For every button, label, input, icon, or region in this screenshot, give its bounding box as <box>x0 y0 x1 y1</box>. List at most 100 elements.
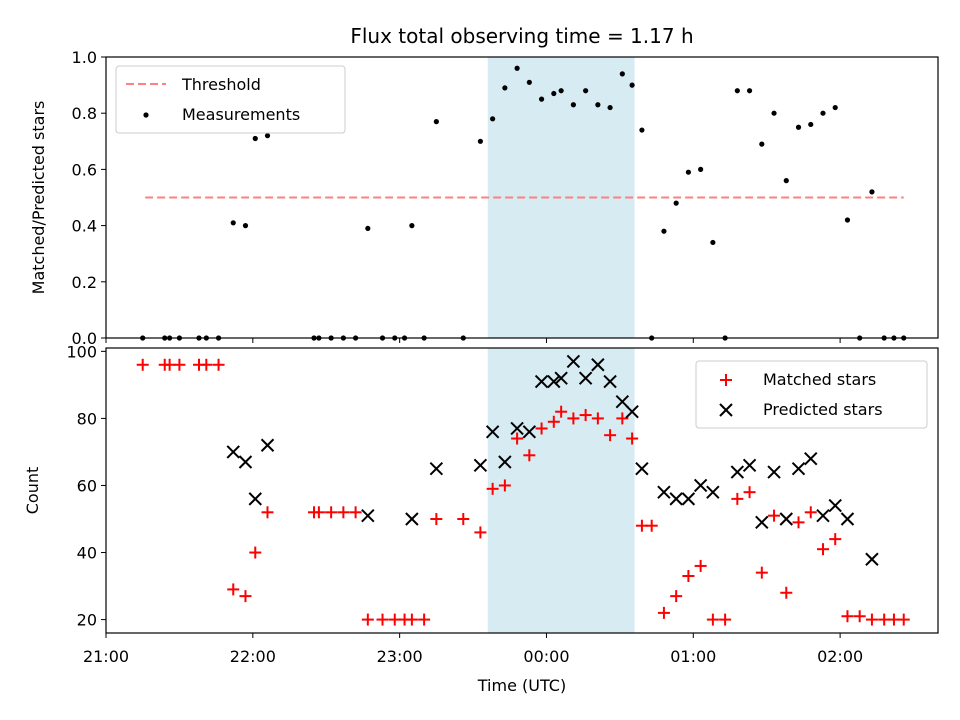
predicted-marker-b <box>498 455 512 469</box>
predicted-star-point <box>566 354 581 369</box>
matched-star-point <box>430 513 443 525</box>
top-legend-box <box>115 65 346 134</box>
bottom-y-tick-label: 60 <box>77 476 97 495</box>
legend-predicted-swatch <box>719 403 733 417</box>
predicted-star-point <box>625 404 639 419</box>
predicted-star-point <box>260 438 275 452</box>
predicted-star-point <box>429 461 444 476</box>
measurement-point <box>710 239 716 246</box>
predicted-marker-b <box>603 374 617 389</box>
matched-star-point <box>731 492 744 505</box>
matched-star-point <box>457 513 470 525</box>
predicted-marker-b <box>361 508 375 523</box>
predicted-marker-b <box>238 455 253 469</box>
measurement-point <box>759 141 765 147</box>
predicted-marker-b <box>804 451 818 466</box>
predicted-star-point <box>510 421 524 436</box>
matched-star-point <box>200 358 213 371</box>
predicted-star-point <box>816 508 830 523</box>
bottom-x-tick-label: 21:00 <box>83 647 129 666</box>
predicted-star-point <box>828 498 842 513</box>
predicted-star-point <box>681 492 696 506</box>
predicted-marker-b <box>522 425 537 439</box>
measurement-point <box>264 133 271 139</box>
predicted-star-point <box>791 461 806 476</box>
measurement-point <box>252 135 258 142</box>
predicted-star-point <box>804 451 818 466</box>
matched-star-point <box>755 566 768 579</box>
matched-star-point <box>626 432 639 445</box>
measurement-point <box>502 85 508 91</box>
bottom-legend: Matched stars Predicted stars <box>695 360 928 429</box>
measurement-point <box>795 124 802 130</box>
predicted-star-point <box>578 371 593 385</box>
matched-stars-series <box>136 358 910 626</box>
predicted-marker-b <box>755 515 769 530</box>
bottom-x-axis: 21:00 22:00 23:00 00:00 01:00 02:00 <box>83 633 863 666</box>
bottom-panel: 20 40 60 80 100 21:00 22:00 23:00 00:00 01:00 02:… <box>23 342 939 695</box>
predicted-marker-b <box>706 485 720 499</box>
bottom-plot-frame <box>105 347 939 634</box>
predicted-marker-b <box>534 374 549 389</box>
measurement-point <box>844 217 851 223</box>
matched-star-point <box>865 613 878 626</box>
measurement-point <box>832 104 838 111</box>
chart-title: Flux total observing time = 1.17 h <box>350 24 693 48</box>
predicted-marker-b <box>828 498 842 513</box>
matched-star-point <box>841 610 854 623</box>
bottom-y-tick-label: 20 <box>77 611 97 630</box>
legend-matched-swatch <box>720 374 732 386</box>
top-y-axis-label: Matched/Predicted stars <box>29 101 48 295</box>
predicted-marker-b <box>635 461 649 476</box>
predicted-marker-b <box>566 354 581 369</box>
matched-star-point <box>682 570 695 582</box>
x-axis-label: Time (UTC) <box>477 676 566 695</box>
matched-star-point <box>579 409 592 422</box>
legend-measurements-swatch <box>143 112 149 118</box>
matched-star-point <box>616 412 629 425</box>
predicted-star-point <box>473 458 488 473</box>
predicted-marker-b <box>578 371 593 385</box>
matched-star-point <box>567 412 580 425</box>
matched-star-point <box>694 559 707 572</box>
predicted-star-point <box>248 492 262 506</box>
matched-star-point <box>804 506 817 519</box>
legend-threshold-label: Threshold <box>181 75 261 94</box>
matched-star-point <box>376 613 389 626</box>
matched-star-point <box>535 422 548 435</box>
measurement-point <box>685 169 692 175</box>
matched-star-point <box>474 526 487 539</box>
measurement-point <box>230 220 236 226</box>
matched-star-point <box>547 415 560 428</box>
matched-star-point <box>173 358 186 371</box>
measurement-point <box>734 88 740 94</box>
predicted-star-point <box>755 515 769 530</box>
matched-star-point <box>136 358 149 371</box>
measurement-point <box>619 71 625 77</box>
matched-star-point <box>312 506 325 519</box>
matched-star-point <box>261 506 274 519</box>
matched-star-point <box>555 405 568 418</box>
measurement-point <box>639 127 645 133</box>
measurement-point <box>808 121 814 128</box>
measurement-point <box>433 119 439 125</box>
bottom-x-tick-label: 00:00 <box>523 647 569 666</box>
matched-star-point <box>325 506 338 519</box>
legend-predicted-label: Predicted stars <box>763 400 883 419</box>
matched-star-point <box>780 586 793 599</box>
top-plot-frame <box>105 56 939 339</box>
predicted-marker-b <box>591 358 605 372</box>
predicted-marker-b <box>615 394 630 409</box>
measurement-point <box>607 104 613 111</box>
predicted-marker-b <box>840 512 855 526</box>
bottom-y-tick-label: 80 <box>77 409 97 428</box>
predicted-star-point <box>361 508 375 523</box>
predicted-stars-series <box>226 354 879 566</box>
predicted-star-point <box>226 445 240 459</box>
predicted-star-point <box>591 358 605 372</box>
measurement-point <box>661 228 667 234</box>
matched-star-point <box>418 613 431 626</box>
measurements-series <box>140 65 907 341</box>
top-y-tick-label: 0.2 <box>72 273 97 292</box>
